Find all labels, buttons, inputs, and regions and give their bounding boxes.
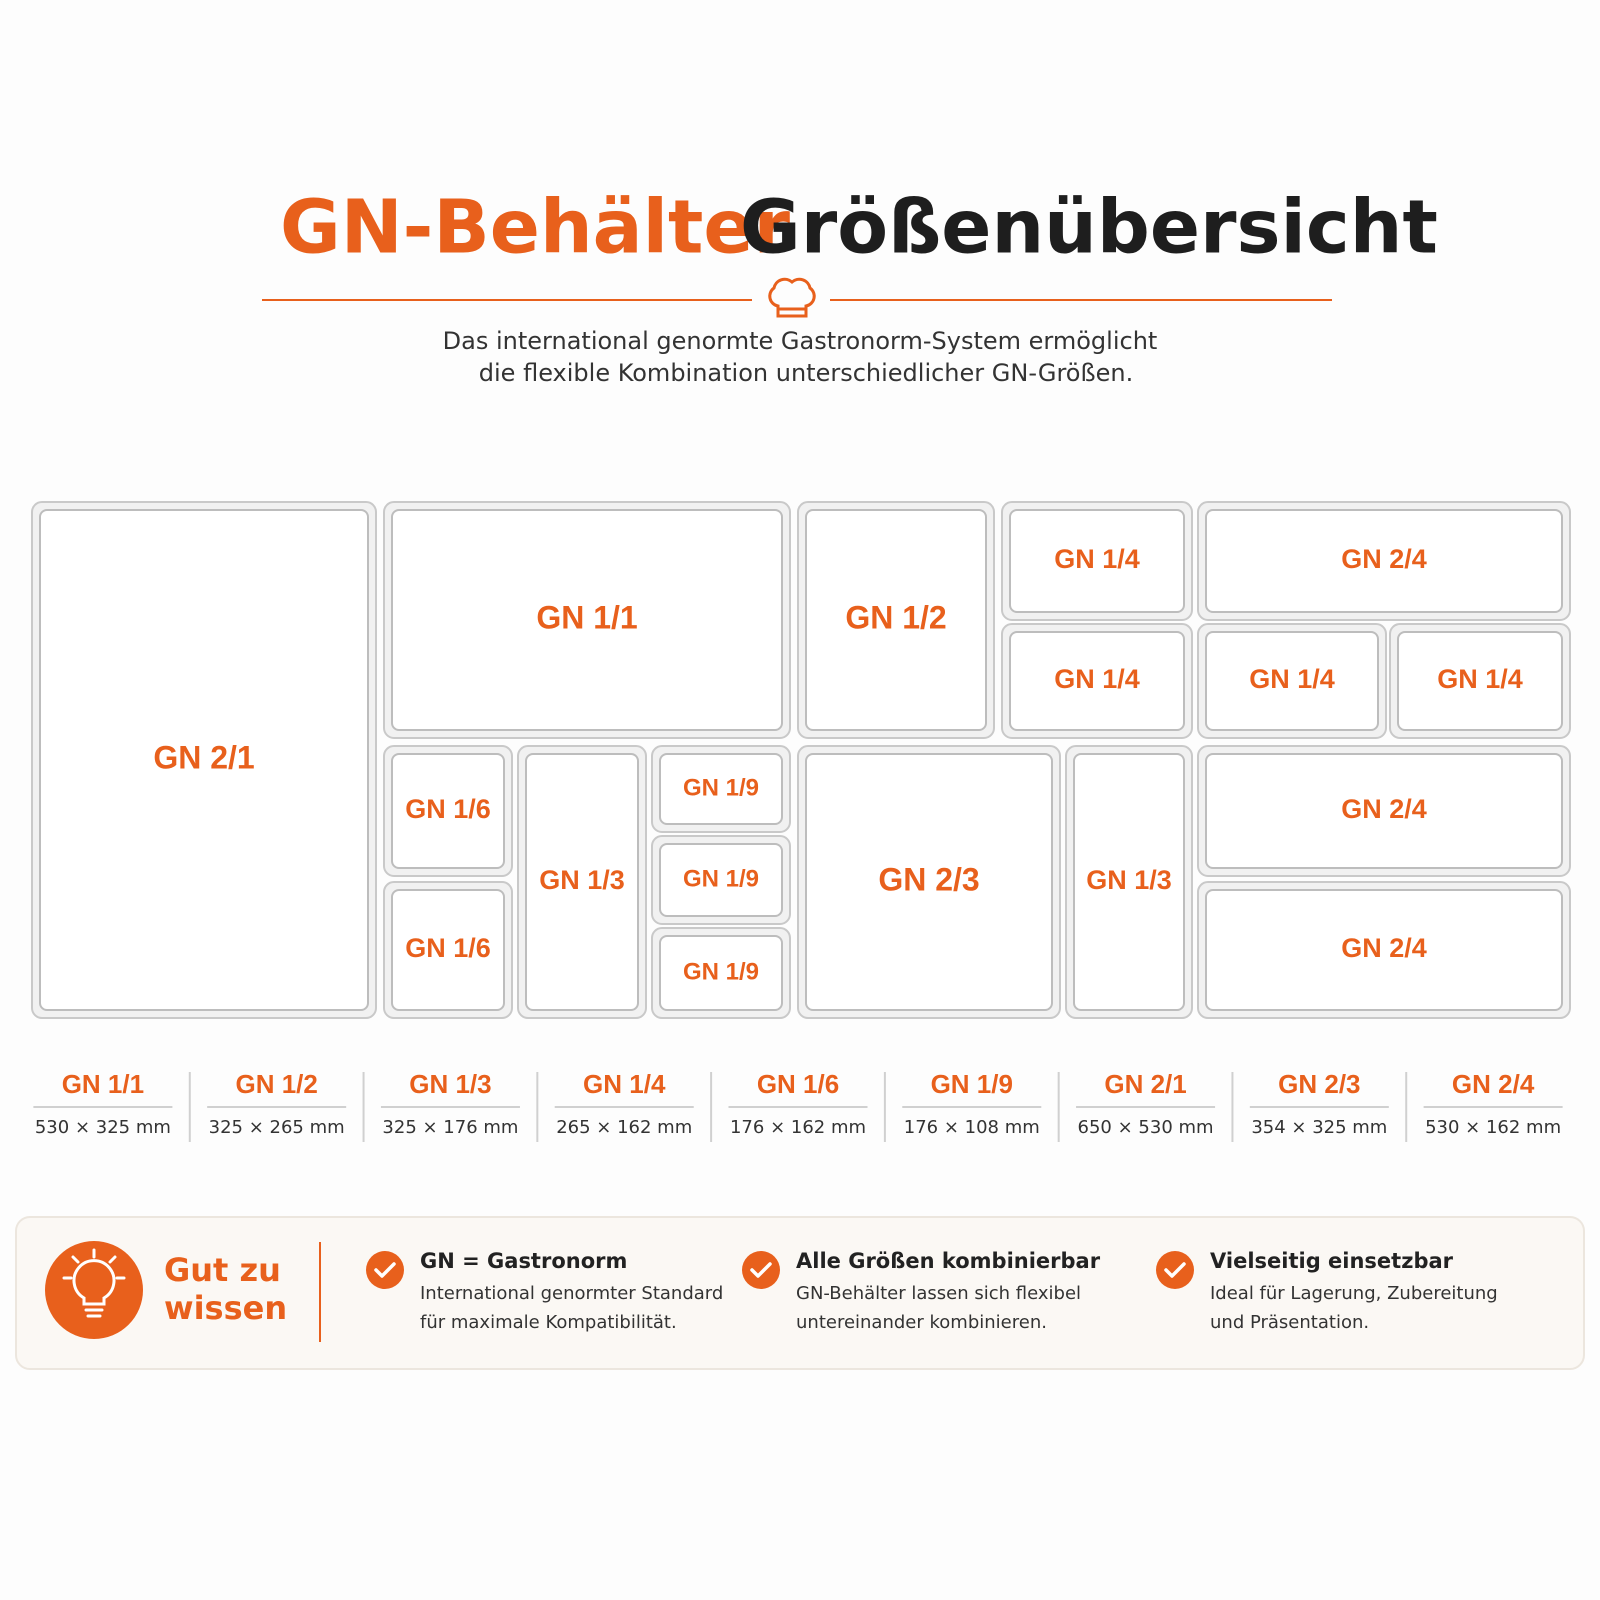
container-inner (1205, 753, 1563, 869)
container-inner (805, 753, 1053, 1011)
size-name: GN 1/6 (757, 1069, 839, 1099)
container-inner (805, 509, 987, 731)
container-label: GN 1/3 (539, 865, 625, 895)
container-inner (391, 889, 505, 1011)
size-name: GN 2/4 (1452, 1069, 1535, 1099)
check-mark (374, 1262, 396, 1278)
info-item-text: für maximale Kompatibilität. (420, 1312, 677, 1333)
container-inner (39, 509, 369, 1011)
container-label: GN 1/4 (1437, 664, 1523, 694)
container-label: GN 1/9 (683, 958, 759, 985)
size-name: GN 2/1 (1104, 1069, 1186, 1099)
subtitle: die flexible Kombination unterschiedlich… (479, 359, 1133, 387)
container-inner (1205, 631, 1379, 731)
container-inner (1009, 631, 1185, 731)
info-panel (15, 1216, 1585, 1370)
container-label: GN 1/4 (1054, 544, 1140, 574)
container-label: GN 1/2 (845, 599, 946, 635)
container-inner (659, 843, 783, 917)
check-mark (1164, 1262, 1186, 1278)
chef-hat-icon (768, 277, 816, 318)
container-label: GN 1/3 (1086, 865, 1172, 895)
container-label: GN 2/1 (153, 739, 254, 775)
info-item-text: International genormter Standard (420, 1283, 723, 1304)
size-dims: 176 × 162 mm (730, 1117, 866, 1138)
container-label: GN 1/4 (1054, 664, 1140, 694)
size-dims: 530 × 162 mm (1425, 1117, 1561, 1138)
container-label: GN 2/4 (1341, 544, 1427, 574)
check-mark (750, 1262, 772, 1278)
info-item-title: Alle Größen kombinierbar (796, 1249, 1101, 1273)
info-heading: Gut zu (164, 1251, 281, 1289)
check-badge (366, 1251, 404, 1289)
container-inner (391, 509, 783, 731)
container-label: GN 1/4 (1249, 664, 1335, 694)
size-dims: 265 × 162 mm (556, 1117, 692, 1138)
info-item-title: Vielseitig einsetzbar (1210, 1249, 1454, 1273)
info-item-text: Ideal für Lagerung, Zubereitung (1210, 1283, 1498, 1304)
container-inner (391, 753, 505, 869)
info-item-text: GN-Behälter lassen sich flexibel (796, 1283, 1081, 1304)
size-name: GN 2/3 (1278, 1069, 1360, 1099)
container-label: GN 2/3 (878, 861, 979, 897)
size-dims: 325 × 265 mm (209, 1117, 345, 1138)
container-label: GN 1/9 (683, 865, 759, 892)
check-badge (742, 1251, 780, 1289)
info-item-text: untereinander kombinieren. (796, 1312, 1047, 1333)
info-item-title: GN = Gastronorm (420, 1249, 627, 1273)
size-dims: 530 × 325 mm (35, 1117, 171, 1138)
info-item-text: und Präsentation. (1210, 1312, 1369, 1333)
container-inner (525, 753, 639, 1011)
size-name: GN 1/4 (583, 1069, 666, 1099)
title-part2: Größenübersicht (740, 185, 1438, 271)
container-inner (1397, 631, 1563, 731)
container-inner (659, 753, 783, 825)
size-name: GN 1/3 (409, 1069, 491, 1099)
container-label: GN 2/4 (1341, 933, 1427, 963)
container-label: GN 1/9 (683, 774, 759, 801)
title-part1: GN-Behälter (280, 185, 791, 271)
info-heading: wissen (164, 1289, 287, 1327)
container-inner (1205, 509, 1563, 613)
size-name: GN 1/1 (62, 1069, 144, 1099)
container-inner (1205, 889, 1563, 1011)
container-label: GN 1/6 (405, 933, 491, 963)
container-inner (1073, 753, 1185, 1011)
bulb-badge (45, 1241, 143, 1339)
container-label: GN 2/4 (1341, 794, 1427, 824)
container-label: GN 1/6 (405, 794, 491, 824)
container-inner (659, 935, 783, 1011)
size-name: GN 1/2 (235, 1069, 317, 1099)
size-dims: 325 × 176 mm (382, 1117, 518, 1138)
container-label: GN 1/1 (536, 599, 637, 635)
container-inner (1009, 509, 1185, 613)
subtitle: Das international genormte Gastronorm-Sy… (443, 327, 1158, 355)
size-dims: 650 × 530 mm (1078, 1117, 1214, 1138)
size-dims: 354 × 325 mm (1251, 1117, 1387, 1138)
bulb-icon (62, 1248, 126, 1318)
size-name: GN 1/9 (931, 1069, 1013, 1099)
size-dims: 176 × 108 mm (904, 1117, 1040, 1138)
check-badge (1156, 1251, 1194, 1289)
